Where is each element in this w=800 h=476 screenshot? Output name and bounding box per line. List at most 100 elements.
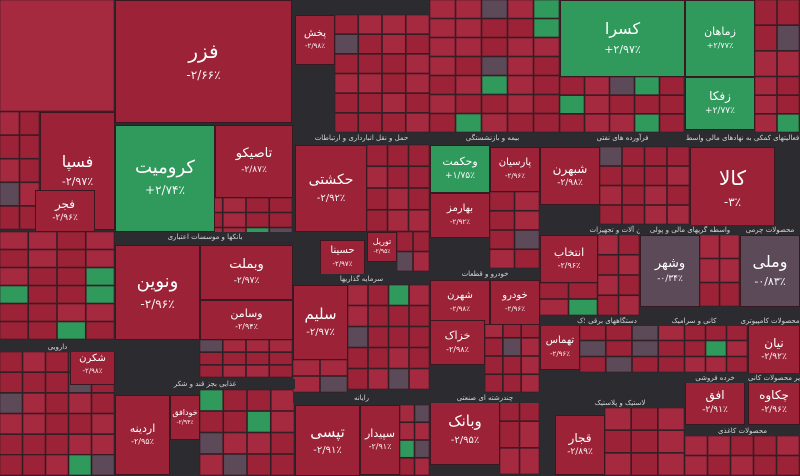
filler-tile-317[interactable]: [658, 430, 685, 453]
filler-tile-173[interactable]: [429, 0, 456, 19]
filler-tile-295[interactable]: [579, 340, 606, 357]
filler-tile-170[interactable]: [414, 440, 430, 458]
filler-tile-128[interactable]: [405, 113, 430, 133]
filler-tile-66[interactable]: [222, 197, 246, 213]
tile-khodro[interactable]: خودرو -۲/۹۶٪: [490, 280, 540, 325]
filler-tile-27[interactable]: [0, 303, 29, 322]
tile-khodafgh[interactable]: خودافق -۲/۹۴٪: [170, 395, 200, 440]
filler-tile-286[interactable]: [719, 234, 740, 259]
filler-tile-341[interactable]: [320, 359, 348, 376]
filler-tile-123[interactable]: [382, 93, 406, 113]
filler-tile-250[interactable]: [559, 76, 585, 95]
filler-tile-296[interactable]: [605, 340, 632, 357]
filler-tile-277[interactable]: [597, 234, 619, 255]
tile-zamahan[interactable]: زماهان +۲/۷۷٪: [685, 0, 755, 77]
filler-tile-114[interactable]: [358, 54, 382, 74]
filler-tile-177[interactable]: [533, 0, 560, 19]
filler-tile-211[interactable]: [514, 210, 540, 230]
filler-tile-255[interactable]: [559, 95, 585, 114]
filler-tile-158[interactable]: [368, 368, 389, 390]
filler-tile-281[interactable]: [597, 275, 619, 296]
filler-tile-248[interactable]: [644, 205, 667, 225]
filler-tile-174[interactable]: [455, 0, 482, 19]
filler-tile-293[interactable]: [632, 324, 659, 341]
filler-tile-192[interactable]: [533, 56, 560, 76]
filler-tile-225[interactable]: [484, 374, 503, 393]
filler-tile-88[interactable]: [269, 365, 293, 378]
filler-tile-207[interactable]: [533, 113, 560, 133]
filler-tile-119[interactable]: [382, 73, 406, 93]
filler-tile-58[interactable]: [68, 434, 92, 455]
filler-tile-48[interactable]: [68, 393, 92, 414]
filler-tile-160[interactable]: [409, 368, 430, 390]
filler-tile-325[interactable]: [776, 435, 800, 456]
filler-tile-125[interactable]: [334, 113, 359, 133]
filler-tile-112[interactable]: [405, 34, 430, 54]
filler-tile-102[interactable]: [223, 454, 247, 476]
filler-tile-91[interactable]: [247, 389, 271, 411]
filler-tile-302[interactable]: [658, 356, 685, 373]
filler-tile-278[interactable]: [618, 234, 640, 255]
filler-tile-52[interactable]: [45, 413, 69, 434]
filler-tile-117[interactable]: [334, 73, 359, 93]
filler-tile-328[interactable]: [730, 455, 754, 476]
filler-tile-232[interactable]: [499, 448, 520, 475]
filler-tile-234[interactable]: [599, 146, 622, 166]
filler-tile-199[interactable]: [455, 94, 482, 114]
filler-tile-321[interactable]: [684, 435, 708, 456]
filler-tile-154[interactable]: [368, 347, 389, 369]
filler-tile-130[interactable]: [387, 144, 409, 167]
tile-selim[interactable]: سلیم -۲/۹۷٪: [293, 285, 348, 360]
filler-tile-118[interactable]: [358, 73, 382, 93]
filler-tile-127[interactable]: [382, 113, 406, 133]
filler-tile-223[interactable]: [503, 356, 521, 375]
filler-tile-99[interactable]: [247, 432, 271, 454]
filler-tile-187[interactable]: [533, 37, 560, 57]
filler-tile-161[interactable]: [396, 231, 413, 252]
filler-tile-0[interactable]: [0, 0, 115, 112]
filler-tile-311[interactable]: [726, 356, 748, 373]
tile-vashahr[interactable]: وشهر -۰/۳۴٪: [640, 235, 700, 307]
filler-tile-189[interactable]: [455, 56, 482, 76]
filler-tile-193[interactable]: [429, 75, 456, 95]
filler-tile-327[interactable]: [707, 455, 731, 476]
filler-tile-155[interactable]: [388, 347, 409, 369]
filler-tile-12[interactable]: [28, 231, 57, 250]
filler-tile-287[interactable]: [699, 258, 720, 283]
filler-tile-132[interactable]: [366, 166, 388, 188]
filler-tile-108[interactable]: [405, 14, 430, 34]
filler-tile-159[interactable]: [388, 368, 409, 390]
filler-tile-188[interactable]: [429, 56, 456, 76]
filler-tile-19[interactable]: [0, 267, 29, 286]
filler-tile-298[interactable]: [658, 340, 685, 357]
filler-tile-104[interactable]: [270, 454, 295, 476]
filler-tile-194[interactable]: [455, 75, 482, 95]
filler-tile-265[interactable]: [754, 0, 777, 25]
filler-tile-233[interactable]: [519, 448, 540, 475]
filler-tile-294[interactable]: [658, 324, 685, 341]
filler-tile-157[interactable]: [347, 368, 368, 390]
filler-tile-274[interactable]: [777, 95, 800, 114]
filler-tile-236[interactable]: [644, 146, 667, 166]
filler-tile-338[interactable]: [539, 299, 569, 316]
filler-tile-316[interactable]: [631, 430, 658, 453]
filler-tile-148[interactable]: [409, 305, 430, 327]
tile-vesamen[interactable]: وسامن -۲/۹۴٪: [200, 300, 293, 340]
filler-tile-109[interactable]: [334, 34, 359, 54]
filler-tile-285[interactable]: [699, 234, 720, 259]
filler-tile-272[interactable]: [777, 76, 800, 95]
filler-tile-34[interactable]: [85, 321, 115, 340]
tile-vahekmat[interactable]: وحکمت +۱/۷۵٪: [430, 145, 490, 193]
filler-tile-324[interactable]: [753, 435, 777, 456]
filler-tile-50[interactable]: [0, 413, 23, 434]
filler-tile-143[interactable]: [388, 284, 409, 306]
filler-tile-172[interactable]: [414, 457, 430, 476]
filler-tile-175[interactable]: [481, 0, 508, 19]
tile-kesra[interactable]: کسرا +۲/۹۷٪: [560, 0, 685, 77]
filler-tile-96[interactable]: [270, 411, 295, 433]
filler-tile-93[interactable]: [199, 411, 224, 433]
filler-tile-97[interactable]: [199, 432, 224, 454]
filler-tile-309[interactable]: [684, 356, 706, 373]
filler-tile-215[interactable]: [514, 249, 540, 269]
filler-tile-105[interactable]: [334, 14, 359, 34]
